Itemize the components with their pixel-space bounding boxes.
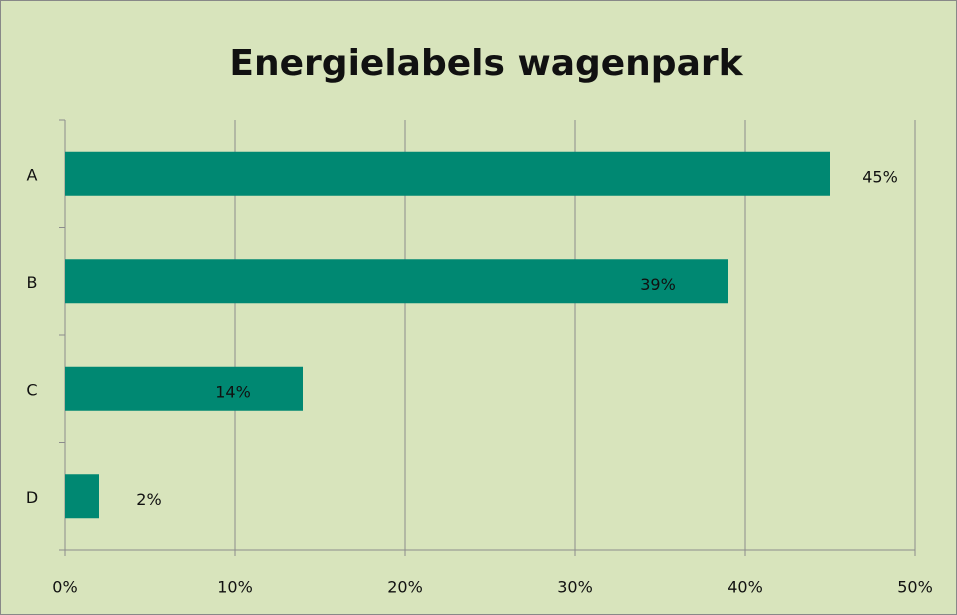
chart-title: Energielabels wagenpark: [229, 43, 743, 84]
x-tick-label: 10%: [217, 578, 253, 597]
bar: [65, 151, 830, 196]
x-tick-label: 30%: [557, 578, 593, 597]
x-tick-label: 0%: [52, 578, 77, 597]
data-label: 2%: [136, 490, 161, 509]
y-tick-label: B: [27, 273, 38, 292]
y-tick-label: C: [26, 380, 37, 399]
data-label: 45%: [862, 167, 898, 186]
data-label: 39%: [640, 275, 676, 294]
y-tick-label: A: [27, 165, 38, 184]
y-tick-label: D: [26, 488, 38, 507]
bar: [65, 474, 99, 519]
x-tick-label: 50%: [897, 578, 933, 597]
x-tick-label: 20%: [387, 578, 423, 597]
bar: [65, 259, 728, 304]
bar: [65, 366, 303, 411]
data-label: 14%: [215, 382, 251, 401]
x-tick-label: 40%: [727, 578, 763, 597]
